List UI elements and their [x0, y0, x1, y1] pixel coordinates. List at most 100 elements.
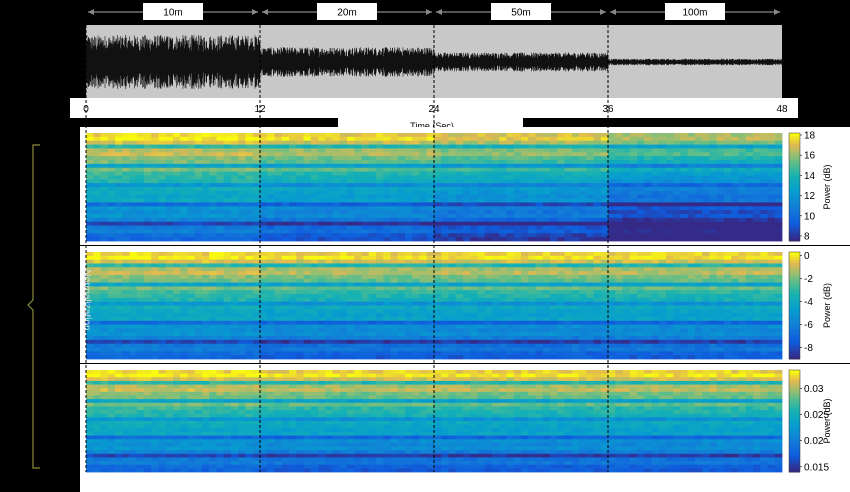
- heatmap-cell: [405, 301, 413, 306]
- heatmap-cell: [252, 156, 261, 161]
- heatmap-cell: [434, 221, 442, 226]
- heatmap-cell: [767, 297, 776, 303]
- heatmap-cell: [361, 255, 370, 261]
- heatmap-cell: [390, 336, 399, 341]
- heatmap-cell: [180, 336, 188, 341]
- heatmap-cell: [644, 198, 652, 203]
- heatmap-cell: [158, 271, 167, 276]
- heatmap-cell: [158, 274, 167, 280]
- heatmap-cell: [405, 152, 413, 157]
- heatmap-cell: [223, 297, 232, 303]
- heatmap-cell: [136, 328, 145, 333]
- heatmap-cell: [434, 252, 442, 257]
- heatmap-cell: [173, 309, 181, 314]
- heatmap-cell: [615, 202, 623, 207]
- heatmap-cell: [434, 171, 442, 176]
- heatmap-cell: [564, 217, 573, 223]
- heatmap-cell: [238, 206, 246, 211]
- heatmap-cell: [296, 179, 304, 184]
- heatmap-cell: [332, 237, 341, 242]
- heatmap-cell: [129, 301, 138, 306]
- heatmap-cell: [107, 305, 116, 310]
- heatmap-cell: [412, 336, 420, 341]
- heatmap-cell: [223, 175, 232, 180]
- heatmap-cell: [550, 320, 558, 326]
- heatmap-cell: [107, 282, 116, 287]
- heatmap-cell: [180, 171, 188, 176]
- colorbar-swatch: [789, 187, 800, 191]
- heatmap-cell: [347, 217, 355, 223]
- heatmap-cell: [303, 221, 312, 226]
- heatmap-cell: [100, 259, 109, 264]
- colorbar-tick-label: 16: [804, 151, 816, 162]
- heatmap-cell: [115, 252, 123, 257]
- heatmap-cell: [455, 175, 464, 180]
- heatmap-cell: [281, 140, 290, 145]
- heatmap-cell: [122, 271, 130, 276]
- heatmap-cell: [93, 237, 101, 242]
- heatmap-cell: [564, 187, 573, 192]
- heatmap-cell: [332, 255, 341, 261]
- heatmap-cell: [332, 206, 341, 211]
- heatmap-cell: [550, 152, 558, 157]
- heatmap-cell: [368, 167, 377, 172]
- heatmap-cell: [390, 271, 399, 276]
- heatmap-cell: [383, 144, 391, 149]
- heatmap-cell: [593, 278, 602, 283]
- heatmap-cell: [390, 320, 399, 326]
- heatmap-cell: [767, 336, 776, 341]
- heatmap-cell: [419, 190, 428, 196]
- heatmap-cell: [687, 171, 696, 176]
- heatmap-cell: [455, 313, 464, 318]
- heatmap-cell: [252, 148, 261, 153]
- heatmap-cell: [318, 313, 326, 318]
- heatmap-cell: [499, 194, 507, 199]
- heatmap-cell: [426, 255, 435, 261]
- heatmap-cell: [86, 237, 94, 242]
- heatmap-cell: [629, 210, 638, 215]
- heatmap-cell: [579, 278, 587, 283]
- heatmap-cell: [593, 271, 602, 276]
- heatmap-cell: [281, 297, 290, 303]
- heatmap-cell: [629, 313, 638, 318]
- heatmap-cell: [289, 183, 297, 188]
- heatmap-cell: [368, 217, 377, 223]
- heatmap-cell: [745, 225, 754, 230]
- heatmap-cell: [484, 324, 493, 329]
- heatmap-cell: [716, 332, 725, 337]
- heatmap-cell: [767, 294, 776, 299]
- heatmap-cell: [158, 183, 167, 188]
- heatmap-cell: [361, 136, 370, 142]
- heatmap-cell: [129, 194, 138, 199]
- heatmap-cell: [651, 225, 660, 230]
- segment-label-box: [665, 3, 725, 20]
- heatmap-cell: [506, 328, 515, 333]
- heatmap-cell: [673, 328, 681, 333]
- heatmap-cell: [231, 309, 239, 314]
- heatmap-cell: [716, 274, 725, 280]
- heatmap-cell: [586, 297, 594, 303]
- heatmap-cell: [412, 210, 420, 215]
- heatmap-cell: [455, 259, 464, 264]
- heatmap-cell: [658, 237, 667, 242]
- heatmap-cell: [100, 202, 109, 207]
- heatmap-cell: [484, 316, 493, 322]
- heatmap-cell: [571, 305, 580, 310]
- colorbar-swatch: [789, 168, 800, 172]
- heatmap-cell: [680, 305, 689, 310]
- heatmap-cell: [318, 221, 326, 226]
- heatmap-cell: [122, 252, 130, 257]
- heatmap-cell: [216, 187, 225, 192]
- heatmap-cell: [296, 252, 304, 257]
- heatmap-cell: [622, 313, 631, 318]
- heatmap-cell: [499, 237, 507, 242]
- heatmap-cell: [709, 286, 718, 291]
- heatmap-cell: [542, 190, 551, 196]
- heatmap-cell: [542, 267, 551, 272]
- heatmap-cell: [405, 271, 413, 276]
- heatmap-cell: [405, 267, 413, 272]
- heatmap-cell: [680, 294, 689, 299]
- heatmap-cell: [731, 198, 739, 203]
- heatmap-cell: [637, 194, 645, 199]
- heatmap-cell: [745, 336, 754, 341]
